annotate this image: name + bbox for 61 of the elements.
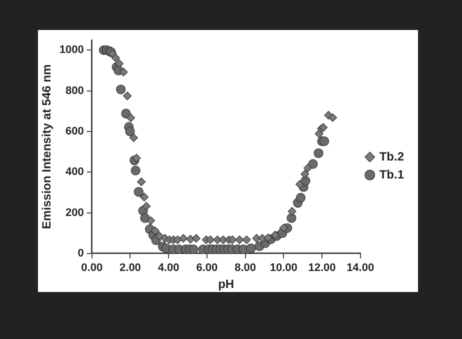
point — [295, 180, 304, 189]
legend-label: Tb.1 — [379, 167, 404, 182]
point — [116, 84, 126, 94]
point — [264, 233, 272, 242]
point — [228, 235, 237, 244]
x-tick-label: 2.00 — [120, 262, 141, 274]
point — [296, 192, 306, 203]
y-axis-title: Emission Intensity at 546 nm — [40, 64, 54, 230]
x-tick-label: 8.00 — [234, 262, 256, 274]
x-tick-label: 6.00 — [196, 262, 218, 274]
point — [132, 154, 141, 162]
point — [188, 244, 198, 254]
x-tick-label: 10.00 — [270, 262, 298, 274]
point — [279, 224, 288, 232]
point — [286, 213, 296, 223]
point — [206, 235, 215, 244]
point — [150, 226, 160, 236]
x-tick-label: 4.00 — [158, 262, 180, 274]
point — [288, 207, 296, 216]
point — [140, 192, 149, 202]
point — [242, 235, 251, 244]
y-tick-label: 1000 — [59, 44, 84, 56]
point — [121, 108, 131, 118]
point — [192, 234, 200, 243]
point — [129, 133, 138, 142]
point — [235, 235, 244, 244]
point — [319, 136, 330, 146]
point — [238, 244, 248, 254]
x-axis-title: pH — [218, 277, 234, 292]
point — [142, 202, 151, 211]
point — [126, 114, 136, 122]
point — [119, 68, 128, 76]
point — [246, 244, 256, 254]
point — [179, 234, 188, 243]
x-tick-label: 0.00 — [81, 262, 103, 274]
point — [308, 159, 318, 169]
point — [123, 92, 132, 100]
point — [114, 59, 124, 68]
point — [314, 148, 324, 158]
point — [134, 187, 144, 197]
point — [173, 235, 182, 244]
point — [303, 164, 312, 172]
point — [300, 170, 310, 178]
point — [111, 54, 120, 62]
point — [130, 166, 140, 176]
x-tick-label: 14.00 — [346, 262, 374, 274]
point — [125, 126, 135, 136]
point — [186, 234, 195, 244]
point — [146, 216, 156, 225]
point — [314, 129, 324, 138]
point — [137, 178, 146, 186]
y-tick-label: 800 — [66, 84, 84, 97]
point — [155, 232, 164, 240]
point — [319, 123, 328, 132]
legend-label: Tb.2 — [379, 149, 404, 164]
x-tick-label: 12.00 — [308, 262, 336, 274]
y-tick-label: 0 — [78, 247, 84, 260]
y-tick-label: 400 — [66, 166, 84, 178]
point — [328, 113, 338, 122]
y-tick-label: 200 — [66, 206, 84, 219]
y-tick-label: 600 — [66, 125, 84, 138]
